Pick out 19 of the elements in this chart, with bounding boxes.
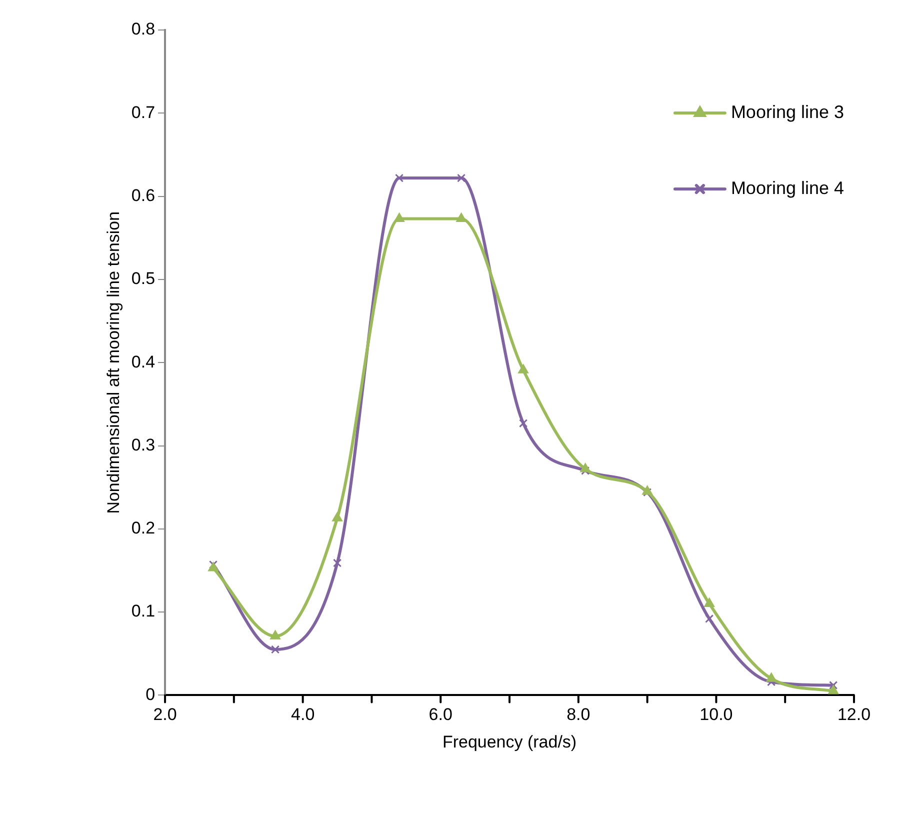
y-tick-label: 0.5 (131, 269, 156, 288)
legend-label: Mooring line 3 (730, 102, 844, 122)
x-tick-label: 2.0 (153, 705, 177, 724)
x-axis-title: Frequency (rad/s) (442, 732, 577, 752)
y-tick-label: 0.8 (131, 20, 156, 39)
legend-label: Mooring line 4 (730, 178, 844, 198)
x-tick-label: 12.0 (837, 705, 871, 724)
y-tick-label: 0.4 (131, 352, 156, 372)
y-axis-title: Nondimensional aft mooring line tension (104, 211, 123, 514)
y-tick-label: 0 (146, 684, 156, 704)
y-tick-label: 0.7 (131, 102, 156, 122)
y-tick-label: 0.6 (131, 186, 156, 205)
x-tick-label: 4.0 (291, 705, 315, 724)
x-tick-label: 6.0 (428, 705, 452, 724)
y-tick-label: 0.2 (131, 518, 156, 538)
x-tick-label: 10.0 (700, 705, 733, 724)
y-tick-label: 0.1 (131, 602, 156, 621)
y-tick-label: 0.3 (131, 435, 156, 454)
x-tick-label: 8.0 (566, 705, 590, 724)
